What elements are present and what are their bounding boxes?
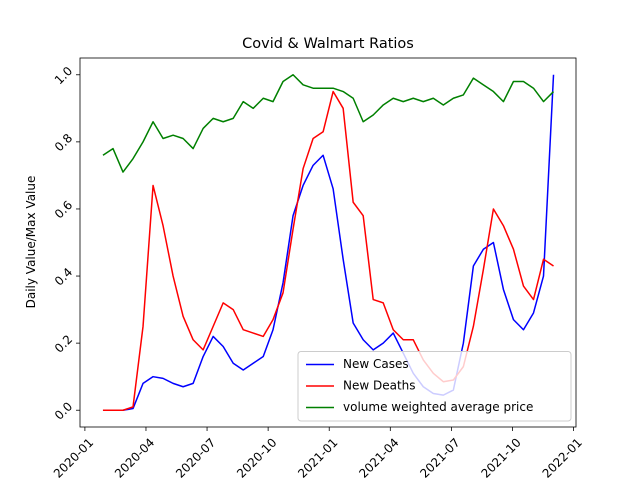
- plot-frame: [79, 57, 577, 428]
- legend-label: volume weighted average price: [343, 400, 533, 414]
- x-tick-label: 2020-01: [51, 435, 96, 480]
- x-tick-label: 2021-10: [478, 435, 523, 480]
- x-tick-label: 2020-07: [173, 435, 218, 480]
- y-tick-label: 1.0: [52, 64, 75, 87]
- x-tick-label: 2021-01: [295, 435, 340, 480]
- x-tick-label: 2021-04: [356, 435, 401, 480]
- y-tick-label: 0.4: [52, 265, 75, 288]
- x-tick-label: 2022-01: [540, 435, 585, 480]
- x-tick-label: 2020-04: [112, 435, 157, 480]
- x-tick-label: 2021-07: [417, 435, 462, 480]
- series-line: [102, 74, 555, 411]
- y-tick-label: 0.6: [52, 198, 75, 221]
- legend-label: New Deaths: [343, 379, 416, 393]
- x-tick-label: 2020-10: [234, 435, 279, 480]
- y-axis-label: Daily Value/Max Value: [24, 176, 38, 309]
- series-line: [102, 74, 555, 173]
- chart-title: Covid & Walmart Ratios: [242, 36, 414, 52]
- legend-box: [297, 351, 572, 422]
- y-tick-label: 0.8: [52, 131, 75, 154]
- y-tick-label: 0.0: [52, 399, 75, 422]
- y-tick-label: 0.2: [52, 332, 75, 355]
- series-line: [102, 90, 554, 411]
- legend-label: New Cases: [343, 357, 409, 371]
